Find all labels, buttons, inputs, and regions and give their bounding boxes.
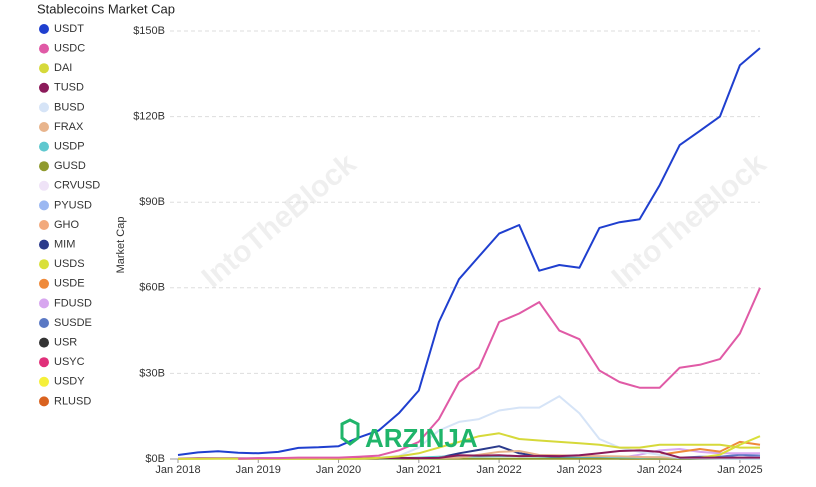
legend-label: BUSD [54, 101, 85, 113]
chart-title: Stablecoins Market Cap [37, 1, 175, 16]
legend-swatch [39, 141, 49, 152]
legend-label: USDP [54, 141, 85, 153]
legend-label: USYC [54, 356, 85, 368]
legend-label: USDT [54, 23, 84, 35]
legend-swatch [39, 200, 49, 211]
legend-label: FRAX [54, 121, 84, 133]
legend-swatch [39, 122, 49, 132]
legend-label: DAI [54, 62, 72, 74]
y-tick-label: $90B [139, 196, 165, 208]
legend-swatch [39, 396, 49, 407]
legend-label: USDS [54, 258, 85, 270]
legend-label: RLUSD [54, 395, 91, 407]
legend-label: FDUSD [54, 297, 92, 309]
legend-swatch [39, 161, 49, 172]
legend-swatch [39, 376, 49, 387]
legend-label: PYUSD [54, 199, 92, 211]
legend-swatch [39, 43, 49, 54]
legend-swatch [39, 63, 49, 74]
plot-area: $0B $30B $60B $90B $120B $150B Jan 2018 Jan 201… [133, 25, 762, 476]
legend-label: GHO [54, 219, 80, 231]
x-tick-label: Jan 2019 [236, 464, 281, 476]
logo-icon [340, 418, 360, 446]
series-line [699, 435, 761, 459]
legend-label: USR [54, 337, 77, 349]
y-tick-label: $30B [139, 367, 165, 379]
x-tick-label: Jan 2024 [637, 464, 682, 476]
y-tick-label: $150B [133, 25, 165, 37]
legend-label: USDC [54, 43, 85, 55]
x-tick-label: Jan 2022 [476, 464, 521, 476]
x-tick-label: Jan 2025 [717, 464, 762, 476]
y-tick-label: $60B [139, 282, 165, 294]
legend-label: TUSD [54, 82, 84, 94]
legend-label: SUSDE [54, 317, 92, 329]
legend-label: USDE [54, 278, 85, 290]
logo-text: ARZINJA [365, 423, 478, 453]
y-tick-label: $0B [145, 453, 165, 465]
legend-label: USDY [54, 376, 85, 388]
legend-swatch [39, 259, 49, 270]
x-tick-label: Jan 2020 [316, 464, 361, 476]
x-tick-label: Jan 2018 [155, 464, 200, 476]
legend-swatch [39, 180, 49, 191]
x-tick-label: Jan 2023 [557, 464, 602, 476]
x-tick-label: Jan 2021 [396, 464, 441, 476]
legend-swatch [39, 357, 49, 368]
y-axis-label: Market Cap [115, 217, 127, 274]
legend-label: CRVUSD [54, 180, 100, 192]
legend-swatch [39, 337, 49, 348]
legend-swatch [39, 318, 49, 328]
legend-swatch [39, 24, 49, 34]
legend-swatch [39, 82, 49, 93]
legend-swatch [39, 220, 49, 230]
legend-swatch [39, 298, 49, 309]
legend-swatch [39, 239, 49, 250]
legend-label: GUSD [54, 160, 86, 172]
legend-label: MIM [54, 239, 75, 251]
logo: ARZINJA [340, 418, 478, 453]
series-line [238, 287, 761, 460]
legend-swatch [39, 278, 49, 289]
legend-swatch [39, 102, 49, 113]
y-tick-label: $120B [133, 111, 165, 123]
series-line [177, 47, 761, 456]
